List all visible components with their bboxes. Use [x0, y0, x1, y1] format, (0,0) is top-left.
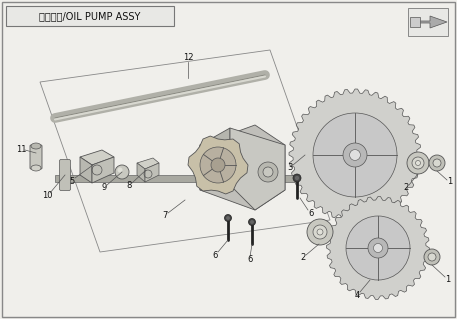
Circle shape: [368, 238, 388, 258]
Text: 4: 4: [354, 291, 360, 300]
FancyBboxPatch shape: [59, 160, 70, 190]
FancyBboxPatch shape: [30, 145, 42, 169]
Circle shape: [226, 216, 230, 220]
Circle shape: [115, 165, 129, 179]
Text: 1: 1: [446, 276, 451, 285]
Bar: [6, 6, 174, 26]
Circle shape: [343, 143, 367, 167]
Circle shape: [258, 162, 278, 182]
Polygon shape: [92, 157, 114, 183]
Text: 9: 9: [101, 183, 106, 192]
Ellipse shape: [31, 143, 41, 149]
Circle shape: [407, 152, 429, 174]
Polygon shape: [55, 175, 310, 182]
Circle shape: [200, 147, 236, 183]
Circle shape: [429, 155, 445, 171]
Polygon shape: [80, 150, 114, 165]
Circle shape: [433, 159, 441, 167]
Text: 6: 6: [247, 256, 253, 264]
Text: 12: 12: [183, 54, 193, 63]
Circle shape: [313, 113, 397, 197]
Circle shape: [373, 243, 383, 253]
Circle shape: [313, 225, 327, 239]
Ellipse shape: [31, 165, 41, 171]
Polygon shape: [137, 163, 145, 182]
Text: 6: 6: [213, 250, 218, 259]
Bar: [408, 8, 448, 36]
Circle shape: [317, 229, 323, 235]
Circle shape: [295, 176, 299, 180]
Polygon shape: [289, 89, 421, 221]
Text: 5: 5: [69, 176, 74, 186]
Text: 7: 7: [162, 211, 168, 220]
Polygon shape: [200, 125, 285, 210]
Text: 10: 10: [42, 191, 52, 201]
Text: 3: 3: [287, 164, 292, 173]
Polygon shape: [80, 157, 92, 183]
Circle shape: [428, 253, 436, 261]
Circle shape: [224, 214, 232, 221]
Circle shape: [293, 174, 301, 182]
Circle shape: [117, 167, 122, 173]
Polygon shape: [412, 16, 447, 28]
Polygon shape: [188, 136, 248, 194]
Text: 11: 11: [16, 145, 26, 154]
Polygon shape: [230, 128, 285, 210]
Circle shape: [350, 150, 361, 160]
Text: 2: 2: [300, 254, 306, 263]
Text: 8: 8: [126, 182, 132, 190]
Circle shape: [415, 160, 420, 166]
Circle shape: [211, 158, 225, 172]
Text: 机油泵组/OIL PUMP ASSY: 机油泵组/OIL PUMP ASSY: [39, 11, 141, 21]
Text: 1: 1: [447, 177, 452, 187]
Circle shape: [412, 157, 424, 169]
Circle shape: [249, 219, 255, 226]
Polygon shape: [326, 197, 430, 300]
Circle shape: [250, 220, 254, 224]
Text: 2: 2: [404, 183, 409, 192]
Polygon shape: [200, 128, 230, 190]
Polygon shape: [137, 158, 159, 169]
Circle shape: [424, 249, 440, 265]
Text: 6: 6: [308, 209, 314, 218]
Circle shape: [263, 167, 273, 177]
Circle shape: [346, 216, 410, 280]
Polygon shape: [145, 163, 159, 182]
Bar: [410, 17, 420, 27]
Circle shape: [307, 219, 333, 245]
